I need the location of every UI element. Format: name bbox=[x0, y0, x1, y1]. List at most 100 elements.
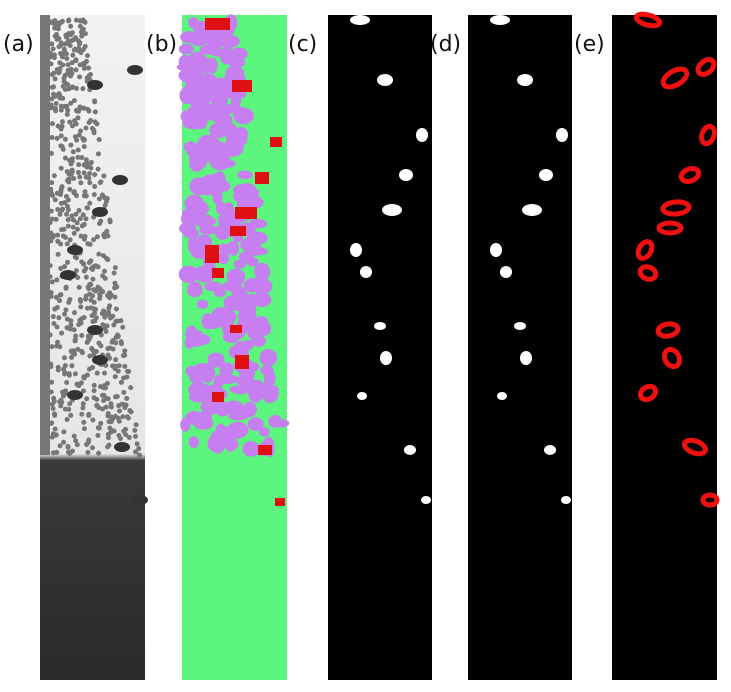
particle bbox=[75, 47, 81, 53]
particle bbox=[84, 305, 90, 311]
particle bbox=[120, 324, 126, 330]
particle bbox=[54, 324, 60, 330]
particle bbox=[75, 346, 81, 352]
particle bbox=[65, 67, 71, 73]
particle bbox=[71, 189, 77, 195]
blob bbox=[500, 266, 512, 278]
particle bbox=[64, 325, 70, 331]
particle bbox=[91, 214, 97, 220]
particle bbox=[98, 218, 104, 224]
particle bbox=[103, 255, 109, 261]
particle bbox=[54, 67, 60, 73]
particle bbox=[110, 416, 116, 422]
purple-patch bbox=[248, 386, 263, 403]
particle bbox=[60, 206, 66, 212]
particle bbox=[86, 65, 92, 71]
particle bbox=[110, 363, 116, 369]
particle bbox=[102, 314, 108, 320]
particle bbox=[75, 147, 81, 153]
blob bbox=[497, 392, 507, 400]
particle bbox=[49, 401, 55, 407]
particle bbox=[121, 389, 127, 395]
particle bbox=[116, 403, 122, 409]
particle bbox=[63, 285, 69, 291]
particle bbox=[95, 151, 101, 157]
particle bbox=[68, 171, 74, 177]
particle bbox=[69, 349, 75, 355]
particle bbox=[72, 134, 78, 140]
particle bbox=[69, 158, 75, 164]
particle bbox=[102, 268, 108, 274]
particle bbox=[106, 442, 112, 448]
particle bbox=[74, 107, 80, 113]
particle bbox=[67, 186, 73, 192]
purple-patch bbox=[219, 46, 234, 65]
purple-patch bbox=[196, 299, 209, 310]
particle bbox=[90, 276, 96, 282]
particle bbox=[89, 266, 95, 272]
particle bbox=[52, 197, 58, 203]
blob bbox=[561, 496, 571, 504]
ellipse-fit bbox=[695, 57, 717, 77]
blob bbox=[556, 128, 568, 142]
particle bbox=[84, 396, 90, 402]
particle bbox=[68, 100, 74, 106]
particle bbox=[47, 50, 53, 56]
particle bbox=[97, 286, 103, 292]
purple-patch bbox=[183, 229, 200, 239]
blob bbox=[514, 322, 526, 330]
particle bbox=[72, 371, 78, 377]
particle bbox=[101, 383, 107, 389]
particle bbox=[69, 84, 75, 90]
blob bbox=[399, 169, 413, 181]
particle bbox=[74, 226, 80, 232]
particle bbox=[68, 322, 74, 328]
particle bbox=[73, 255, 79, 261]
particle bbox=[76, 208, 82, 214]
particle bbox=[102, 195, 108, 201]
particle bbox=[55, 232, 61, 238]
blob bbox=[374, 322, 386, 330]
particle bbox=[107, 217, 113, 223]
particle bbox=[81, 65, 87, 71]
ellipse-fit bbox=[655, 321, 681, 339]
purple-patch bbox=[187, 236, 200, 254]
particle bbox=[120, 414, 126, 420]
particle bbox=[67, 119, 73, 125]
panel-label: (d) bbox=[430, 32, 461, 57]
particle bbox=[86, 413, 92, 419]
purple-patch bbox=[247, 417, 264, 432]
particle bbox=[133, 433, 139, 439]
particle bbox=[68, 412, 74, 418]
purple-patch bbox=[188, 391, 208, 403]
purple-patch bbox=[210, 92, 228, 108]
particle bbox=[77, 18, 83, 24]
particle bbox=[128, 385, 134, 391]
particle bbox=[112, 265, 118, 271]
purple-patch bbox=[197, 134, 219, 152]
particle bbox=[65, 107, 71, 113]
particle bbox=[122, 352, 128, 358]
particle bbox=[128, 409, 134, 415]
particle bbox=[55, 25, 61, 31]
particle bbox=[85, 106, 91, 112]
particle bbox=[88, 165, 94, 171]
particle bbox=[91, 192, 97, 198]
particle bbox=[49, 379, 55, 385]
particle bbox=[121, 428, 127, 434]
blob bbox=[490, 243, 502, 257]
particle bbox=[77, 216, 83, 222]
particle bbox=[58, 133, 64, 139]
particle bbox=[73, 57, 79, 63]
particle bbox=[87, 170, 93, 176]
particle bbox=[51, 411, 57, 417]
particle bbox=[70, 149, 76, 155]
particle bbox=[59, 330, 65, 336]
white-blobs bbox=[490, 15, 571, 504]
particle bbox=[87, 200, 93, 206]
particle bbox=[95, 166, 101, 172]
particle bbox=[58, 40, 64, 46]
purple-patch bbox=[251, 278, 273, 295]
particle bbox=[48, 150, 54, 156]
particle bbox=[72, 338, 78, 344]
